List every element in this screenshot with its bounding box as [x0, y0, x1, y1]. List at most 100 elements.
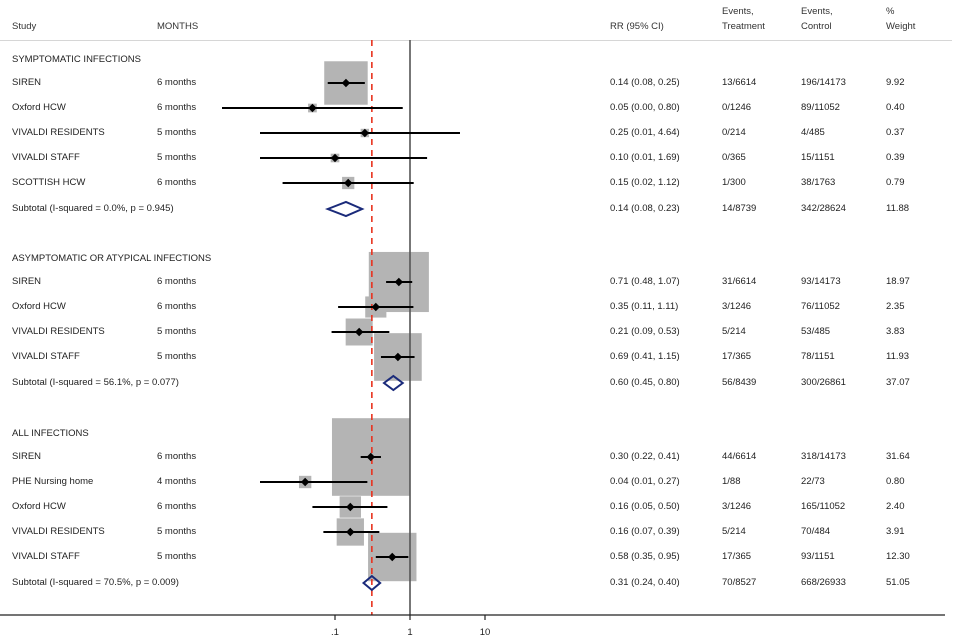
subtotal-events-control: 342/28624 — [801, 203, 846, 214]
subtotal-diamond — [382, 374, 405, 392]
study-name: VIVALDI STAFF — [12, 351, 80, 362]
subtotal-events-control: 300/26861 — [801, 377, 846, 388]
events-control: 76/11052 — [801, 301, 840, 312]
study-name: VIVALDI RESIDENTS — [12, 526, 105, 537]
point-estimate-marker — [300, 477, 310, 487]
point-estimate-marker — [354, 327, 364, 337]
point-estimate-marker — [388, 552, 397, 562]
rr-ci-label: 0.16 (0.07, 0.39) — [610, 526, 680, 537]
rr-ci-label: 0.14 (0.08, 0.25) — [610, 77, 680, 88]
header-weight-1: % — [886, 6, 895, 17]
subtotal-label: Subtotal (I-squared = 0.0%, p = 0.945) — [12, 203, 174, 214]
study-name: VIVALDI STAFF — [12, 551, 80, 562]
events-treatment: 1/88 — [722, 476, 741, 487]
events-treatment: 0/365 — [722, 152, 746, 163]
study-months: 6 months — [157, 451, 197, 462]
weight-label: 9.92 — [886, 77, 905, 88]
study-months: 6 months — [157, 501, 197, 512]
rr-ci-label: 0.58 (0.35, 0.95) — [610, 551, 680, 562]
rr-ci-label: 0.30 (0.22, 0.41) — [610, 451, 680, 462]
point-estimate-marker — [344, 178, 353, 188]
rr-ci-label: 0.35 (0.11, 1.11) — [610, 301, 679, 312]
point-estimate-marker — [366, 452, 375, 462]
study-months: 5 months — [157, 127, 197, 138]
study-months: 6 months — [157, 301, 197, 312]
events-treatment: 31/6614 — [722, 276, 757, 287]
x-axis-tick-label: .1 — [331, 627, 339, 638]
header-events-treatment-1: Events, — [722, 6, 754, 17]
rr-ci-label: 0.04 (0.01, 0.27) — [610, 476, 680, 487]
events-control: 89/11052 — [801, 102, 840, 113]
weight-label: 3.83 — [886, 326, 905, 337]
header-divider — [0, 40, 952, 41]
point-estimate-marker — [346, 502, 355, 512]
events-control: 165/11052 — [801, 501, 846, 512]
study-name: PHE Nursing home — [12, 476, 94, 487]
weight-label: 12.30 — [886, 551, 910, 562]
study-name: VIVALDI STAFF — [12, 152, 80, 163]
x-axis-tick-label: 1 — [407, 627, 412, 638]
subtotal-diamond — [324, 200, 365, 218]
events-treatment: 1/300 — [722, 177, 746, 188]
study-name: VIVALDI RESIDENTS — [12, 326, 105, 337]
events-control: 15/1151 — [801, 152, 835, 163]
events-control: 38/1763 — [801, 177, 836, 188]
subtotal-diamond — [361, 574, 382, 592]
study-months: 5 months — [157, 526, 197, 537]
subtotal-label: Subtotal (I-squared = 56.1%, p = 0.077) — [12, 377, 179, 388]
study-months: 6 months — [157, 102, 197, 113]
subtotal-events-treatment: 14/8739 — [722, 203, 757, 214]
header-rr: RR (95% CI) — [610, 21, 664, 32]
header-events-control-1: Events, — [801, 6, 833, 17]
header-events-control-2: Control — [801, 21, 832, 32]
events-treatment: 44/6614 — [722, 451, 757, 462]
rr-ci-label: 0.10 (0.01, 1.69) — [610, 152, 680, 163]
weight-label: 0.39 — [886, 152, 905, 163]
events-control: 93/14173 — [801, 276, 841, 287]
study-name: Oxford HCW — [12, 301, 66, 312]
point-estimate-marker — [394, 277, 404, 287]
subtotal-weight: 51.05 — [886, 577, 910, 588]
events-control: 93/1151 — [801, 551, 835, 562]
events-treatment: 17/365 — [722, 351, 752, 362]
header-study: Study — [12, 21, 37, 32]
events-control: 78/1151 — [801, 351, 835, 362]
study-name: SIREN — [12, 276, 42, 287]
events-treatment: 13/6614 — [722, 77, 757, 88]
events-control: 22/73 — [801, 476, 825, 487]
study-name: VIVALDI RESIDENTS — [12, 127, 105, 138]
point-estimate-marker — [330, 153, 340, 163]
weight-label: 0.80 — [886, 476, 905, 487]
subtotal-events-control: 668/26933 — [801, 577, 846, 588]
rr-ci-label: 0.15 (0.02, 1.12) — [610, 177, 680, 188]
header-weight-2: Weight — [886, 21, 916, 32]
point-estimate-marker — [371, 302, 381, 312]
rr-ci-label: 0.21 (0.09, 0.53) — [610, 326, 680, 337]
point-estimate-marker — [341, 78, 351, 88]
rr-ci-label: 0.05 (0.00, 0.80) — [610, 102, 680, 113]
rr-ci-label: 0.25 (0.01, 4.64) — [610, 127, 680, 138]
events-treatment: 17/365 — [722, 551, 752, 562]
header-months: MONTHS — [157, 21, 199, 32]
weight-label: 31.64 — [886, 451, 910, 462]
events-treatment: 3/1246 — [722, 301, 752, 312]
study-months: 5 months — [157, 152, 197, 163]
subtotal-weight: 11.88 — [886, 203, 910, 214]
events-control: 53/485 — [801, 326, 831, 337]
study-name: Oxford HCW — [12, 102, 66, 113]
study-months: 6 months — [157, 177, 197, 188]
study-name: Oxford HCW — [12, 501, 66, 512]
study-months: 4 months — [157, 476, 197, 487]
subtotal-events-treatment: 70/8527 — [722, 577, 757, 588]
events-control: 4/485 — [801, 127, 825, 138]
study-months: 6 months — [157, 77, 197, 88]
events-treatment: 0/1246 — [722, 102, 752, 113]
events-treatment: 0/214 — [722, 127, 746, 138]
rr-ci-label: 0.16 (0.05, 0.50) — [610, 501, 680, 512]
x-axis-tick-label: 10 — [480, 627, 491, 638]
section-title: ALL INFECTIONS — [12, 428, 89, 439]
subtotal-label: Subtotal (I-squared = 70.5%, p = 0.009) — [12, 577, 179, 588]
events-control: 70/484 — [801, 526, 831, 537]
events-treatment: 5/214 — [722, 326, 746, 337]
study-name: SIREN — [12, 451, 42, 462]
